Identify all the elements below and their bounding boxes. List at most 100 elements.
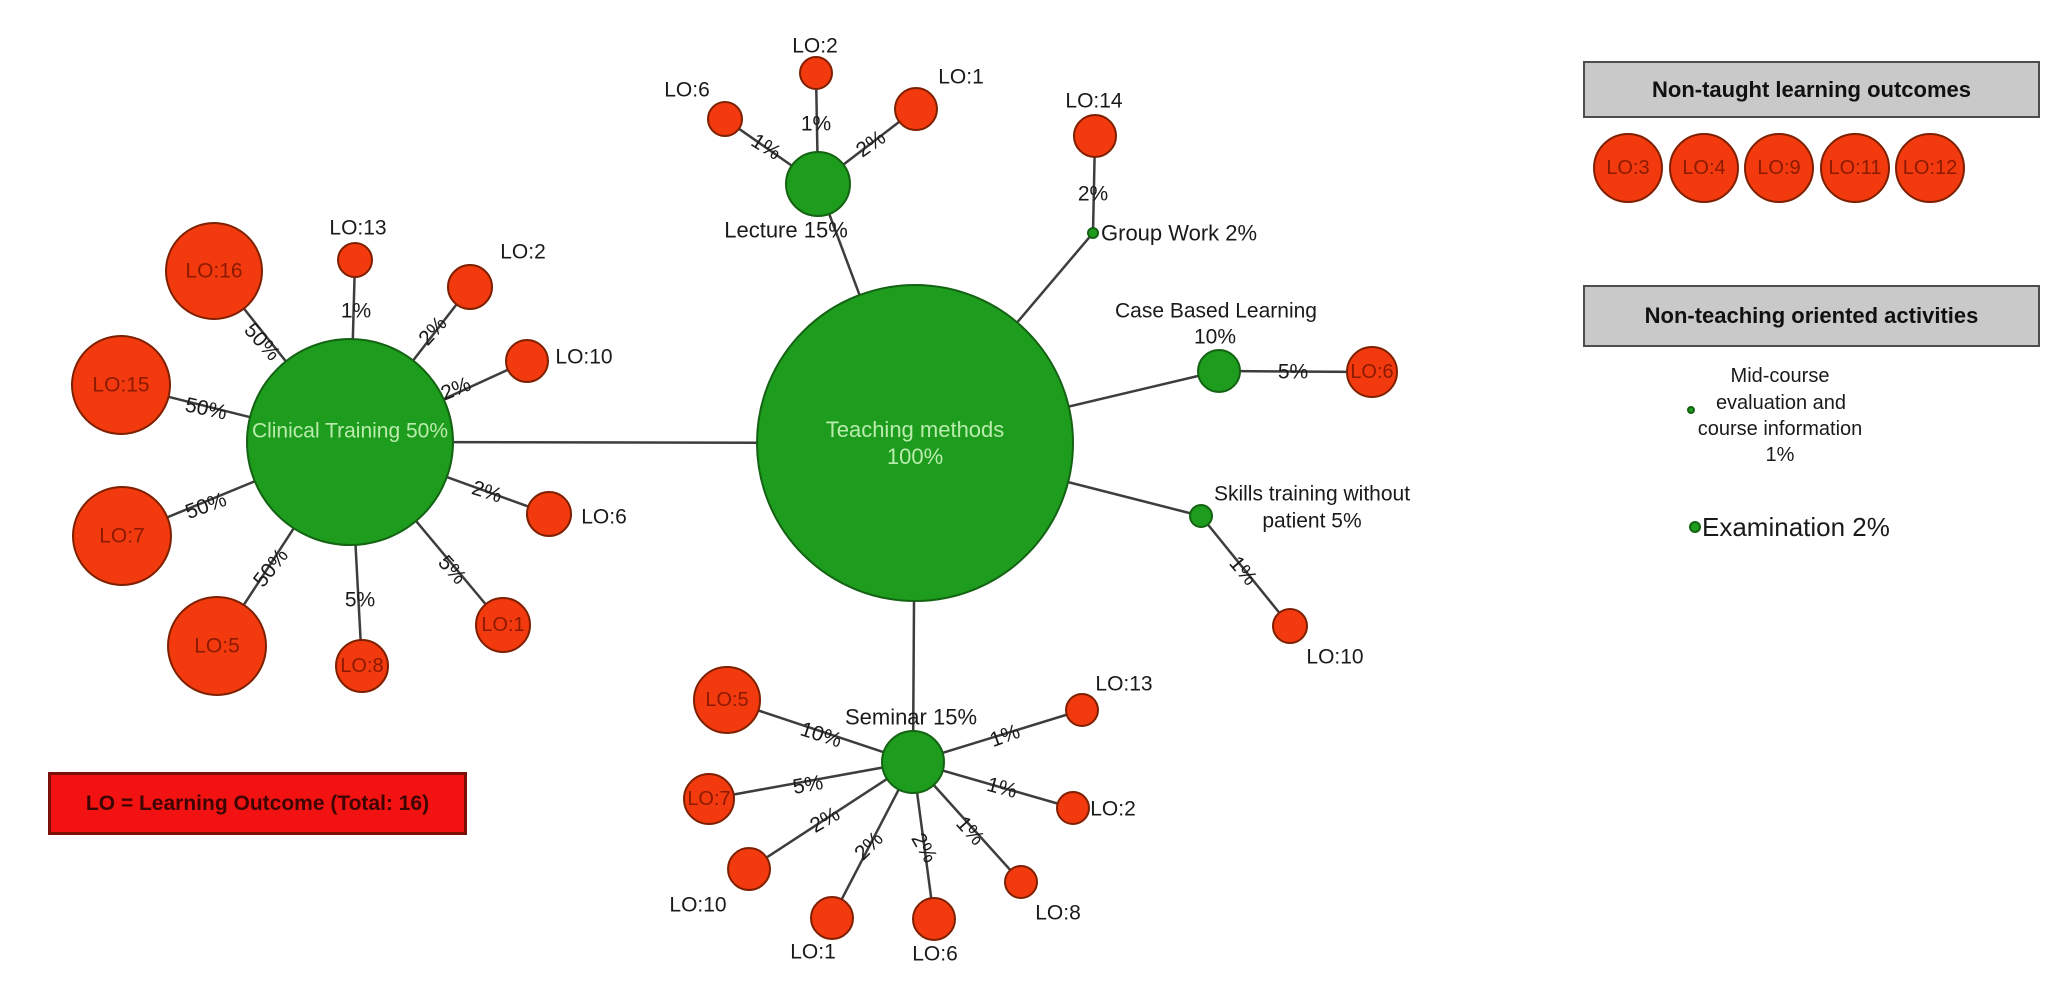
edge-seminar--seminar-lo10 (748, 760, 914, 871)
node-clinical-lo5 (167, 596, 267, 696)
node-clinical-training (246, 338, 454, 546)
edge-label-clinical-training--clinical-lo16: 50% (239, 319, 284, 366)
node-seminar-lo6 (912, 897, 956, 941)
node-midcourse-dot (1687, 406, 1695, 414)
node-skills-lo10 (1272, 608, 1308, 644)
node-label-lecture-lo1-0: LO:1 (938, 66, 984, 89)
node-inside-label-cbl-lo6-0: LO:6 (1350, 361, 1393, 383)
node-seminar-lo13 (1065, 693, 1099, 727)
edge-skills-training--skills-lo10 (1200, 515, 1291, 627)
node-label-clinical-lo2-0: LO:2 (500, 241, 546, 264)
node-seminar (881, 730, 945, 794)
node-label-midcourse-dot-2: course information (1698, 418, 1863, 440)
node-inside-label-clinical-training-0: Clinical Training 50% (252, 420, 448, 443)
node-label-midcourse-dot-3: 1% (1766, 444, 1795, 466)
node-clinical-lo15 (71, 335, 171, 435)
node-clinical-lo6 (526, 491, 572, 537)
edge-label-case-based-learning--cbl-lo6: 5% (1278, 361, 1308, 384)
edge-label-lecture--lecture-lo6: 1% (747, 129, 785, 165)
node-label-skills-training-1: patient 5% (1262, 510, 1361, 533)
node-inside-label-seminar-lo5-0: LO:5 (705, 689, 748, 711)
node-label-seminar-lo13-0: LO:13 (1095, 673, 1152, 696)
node-clinical-lo2 (447, 264, 493, 310)
node-label-seminar-lo2-0: LO:2 (1090, 798, 1136, 821)
non-teaching-header-title: Non-teaching oriented activities (1644, 303, 1979, 328)
edge-seminar--seminar-lo7 (708, 760, 914, 801)
node-inside-label-clinical-lo7-0: LO:7 (99, 525, 145, 548)
edge-label-clinical-training--clinical-lo1: 5% (433, 551, 470, 589)
edge-label-seminar--seminar-lo2: 1% (984, 773, 1019, 803)
node-teaching-methods (756, 284, 1074, 602)
node-clinical-lo13 (337, 242, 373, 278)
node-seminar-lo5 (693, 666, 761, 734)
node-inside-label-nt-lo4-0: LO:4 (1682, 157, 1725, 179)
node-label-skills-training-0: Skills training without (1214, 483, 1410, 506)
node-nt-lo4 (1669, 133, 1739, 203)
edge-label-lo14--group-work: 2% (1078, 183, 1108, 206)
non-taught-header-box: Non-taught learning outcomes (1583, 61, 2040, 118)
edge-label-clinical-training--clinical-lo13: 1% (341, 300, 371, 323)
node-inside-label-clinical-lo16-0: LO:16 (185, 260, 242, 283)
node-inside-label-nt-lo11-0: LO:11 (1829, 157, 1882, 179)
node-cbl-lo6 (1346, 346, 1398, 398)
node-inside-label-clinical-lo15-0: LO:15 (92, 374, 149, 397)
non-teaching-header-box: Non-teaching oriented activities (1583, 285, 2040, 347)
node-label-examination-dot-0: Examination 2% (1702, 512, 1890, 542)
node-label-skills-lo10-0: LO:10 (1306, 646, 1363, 669)
node-clinical-lo7 (72, 486, 172, 586)
node-label-seminar-lo8-0: LO:8 (1035, 902, 1081, 925)
node-seminar-lo2 (1056, 791, 1090, 825)
node-inside-label-clinical-lo1-0: LO:1 (481, 614, 524, 636)
edge-label-seminar--seminar-lo6: 2% (906, 829, 941, 867)
node-label-clinical-lo10-0: LO:10 (555, 346, 612, 369)
node-lecture-lo6 (707, 101, 743, 137)
node-inside-label-nt-lo12-0: LO:12 (1903, 157, 1957, 179)
node-label-lecture-lo6-0: LO:6 (664, 79, 710, 102)
node-label-midcourse-dot-0: Mid-course (1731, 365, 1830, 387)
node-label-clinical-lo6-0: LO:6 (581, 506, 627, 529)
node-inside-label-nt-lo3-0: LO:3 (1606, 157, 1649, 179)
edge-label-clinical-training--clinical-lo6: 2% (469, 476, 505, 507)
node-inside-label-nt-lo9-0: LO:9 (1757, 157, 1800, 179)
edge-label-lecture--lecture-lo2: 1% (801, 113, 831, 136)
node-seminar-lo7 (683, 773, 735, 825)
node-seminar-lo8 (1004, 865, 1038, 899)
node-nt-lo3 (1593, 133, 1663, 203)
edge-label-seminar--seminar-lo10: 2% (806, 802, 844, 837)
node-label-seminar-lo1-0: LO:1 (790, 941, 836, 964)
edge-label-clinical-training--clinical-lo7: 50% (182, 488, 229, 524)
edge-label-clinical-training--clinical-lo15: 50% (183, 393, 229, 424)
node-nt-lo9 (1744, 133, 1814, 203)
node-inside-label-teaching-methods-1: 100% (887, 444, 943, 469)
node-inside-label-clinical-lo5-0: LO:5 (194, 635, 240, 658)
node-label-case-based-learning-0: Case Based Learning (1115, 300, 1317, 323)
node-label-group-work-0: Group Work 2% (1101, 221, 1257, 246)
node-label-seminar-lo6-0: LO:6 (912, 943, 958, 966)
node-seminar-lo10 (727, 847, 771, 891)
node-label-lo14-0: LO:14 (1065, 90, 1123, 113)
node-lecture-lo2 (799, 56, 833, 90)
node-label-case-based-learning-1: 10% (1194, 326, 1236, 349)
node-label-seminar-lo10-0: LO:10 (669, 894, 726, 917)
node-nt-lo12 (1895, 133, 1965, 203)
node-label-clinical-lo13-0: LO:13 (329, 217, 386, 240)
edge-label-seminar--seminar-lo1: 2% (850, 827, 888, 865)
node-case-based-learning (1197, 349, 1241, 393)
node-skills-training (1189, 504, 1213, 528)
edge-label-seminar--seminar-lo8: 1% (951, 812, 988, 850)
node-seminar-lo1 (810, 896, 854, 940)
node-examination-dot (1689, 521, 1701, 533)
legend-label: LO = Learning Outcome (Total: 16) (85, 791, 430, 815)
node-clinical-lo1 (475, 597, 531, 653)
node-lecture (785, 151, 851, 217)
node-inside-label-clinical-lo8-0: LO:8 (340, 655, 383, 677)
non-taught-header-title: Non-taught learning outcomes (1652, 76, 1971, 102)
node-inside-label-teaching-methods-0: Teaching methods (826, 417, 1005, 442)
node-label-lecture-0: Lecture 15% (724, 218, 848, 243)
node-nt-lo11 (1820, 133, 1890, 203)
node-label-lecture-lo2-0: LO:2 (792, 35, 838, 58)
node-label-seminar-0: Seminar 15% (845, 705, 977, 730)
edge-label-seminar--seminar-lo13: 1% (987, 720, 1023, 752)
legend-box: LO = Learning Outcome (Total: 16) (48, 772, 467, 835)
